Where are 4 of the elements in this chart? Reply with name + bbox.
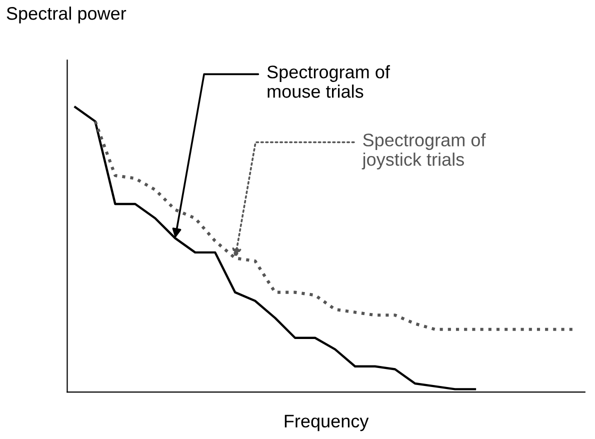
x-axis-title: Frequency (284, 414, 369, 432)
text: Spectrogram of mouse trials (267, 65, 390, 98)
text: Spectrogram of joystick trials (362, 133, 486, 170)
y-axis-title: Spectral power (6, 6, 126, 24)
